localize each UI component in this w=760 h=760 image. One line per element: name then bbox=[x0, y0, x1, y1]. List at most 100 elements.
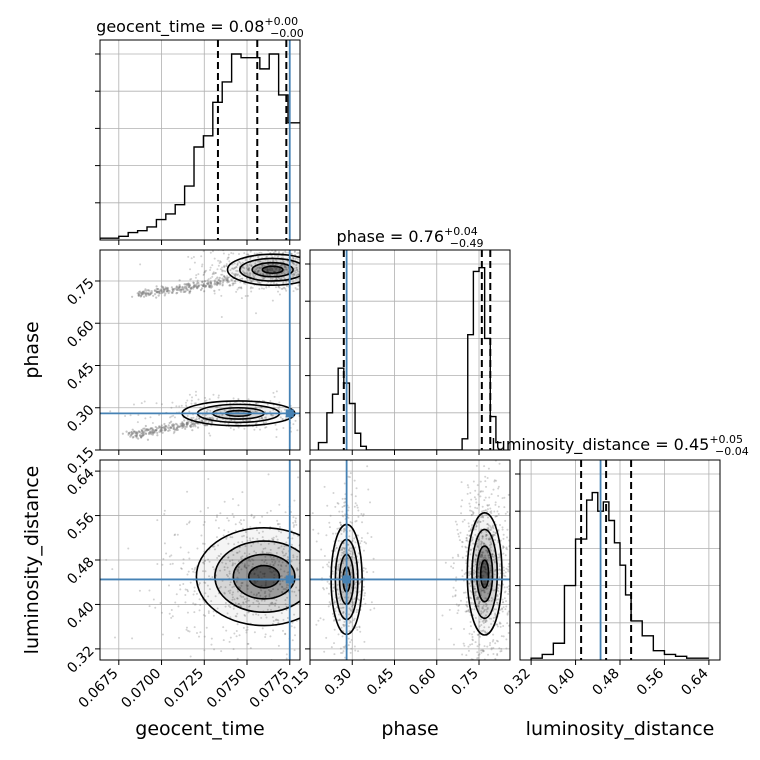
sample-point bbox=[139, 291, 143, 295]
sample-point bbox=[151, 427, 154, 430]
sample-point bbox=[343, 497, 346, 500]
sample-point bbox=[199, 631, 202, 634]
sample-point bbox=[327, 592, 330, 595]
sample-point bbox=[318, 285, 320, 287]
sample-point bbox=[319, 253, 321, 255]
sample-point bbox=[322, 278, 324, 280]
sample-point bbox=[245, 566, 248, 569]
sample-point bbox=[502, 545, 505, 548]
sample-point bbox=[321, 557, 323, 559]
sample-point bbox=[250, 545, 253, 548]
sample-point bbox=[498, 576, 501, 579]
sample-point bbox=[372, 557, 375, 560]
sample-point bbox=[189, 425, 192, 428]
sample-point bbox=[502, 537, 505, 540]
sample-point bbox=[209, 284, 212, 288]
xtick-label: 0.0675 bbox=[76, 666, 122, 712]
sample-point bbox=[480, 649, 483, 652]
sample-point bbox=[283, 272, 286, 275]
sample-point bbox=[325, 615, 327, 617]
sample-point bbox=[105, 558, 108, 561]
sample-point bbox=[253, 428, 256, 431]
sample-point bbox=[351, 605, 354, 608]
sample-point bbox=[234, 615, 237, 618]
sample-point bbox=[304, 274, 306, 276]
sample-point bbox=[502, 606, 505, 609]
sample-point bbox=[328, 273, 330, 275]
sample-point bbox=[282, 554, 285, 557]
sample-point bbox=[273, 576, 276, 579]
sample-point bbox=[151, 431, 154, 434]
sample-point bbox=[171, 288, 174, 291]
sample-point bbox=[311, 281, 313, 283]
sample-point bbox=[473, 630, 476, 633]
sample-point bbox=[222, 252, 225, 255]
sample-point bbox=[212, 272, 215, 275]
sample-point bbox=[227, 604, 230, 607]
sample-point bbox=[282, 548, 285, 551]
sample-point bbox=[473, 587, 476, 590]
sample-point bbox=[472, 512, 475, 515]
sample-point bbox=[331, 572, 334, 575]
sample-point bbox=[474, 641, 477, 644]
sample-point bbox=[488, 503, 491, 506]
sample-point bbox=[196, 426, 200, 429]
sample-point bbox=[150, 290, 153, 293]
sample-point bbox=[281, 551, 284, 554]
sample-point bbox=[218, 283, 222, 286]
density-level bbox=[480, 560, 489, 588]
sample-point bbox=[286, 556, 289, 559]
sample-point bbox=[136, 421, 139, 424]
sample-point bbox=[158, 290, 161, 293]
sample-point bbox=[134, 431, 138, 435]
sample-point bbox=[280, 246, 282, 248]
sample-point bbox=[244, 531, 247, 534]
sample-point bbox=[498, 556, 501, 559]
sample-point bbox=[265, 286, 268, 289]
sample-point bbox=[507, 562, 510, 565]
sample-point bbox=[322, 537, 324, 539]
sample-point bbox=[496, 595, 499, 598]
sample-point bbox=[482, 589, 485, 592]
sample-point bbox=[476, 521, 479, 524]
sample-point bbox=[342, 515, 345, 518]
sample-point bbox=[155, 287, 158, 291]
sample-point bbox=[469, 572, 472, 575]
sample-point bbox=[140, 429, 144, 433]
sample-point bbox=[193, 568, 196, 571]
sample-point bbox=[351, 547, 354, 550]
sample-point bbox=[201, 284, 204, 287]
sample-point bbox=[355, 504, 358, 507]
sample-point bbox=[285, 586, 288, 589]
sample-point bbox=[271, 268, 274, 271]
sample-point bbox=[252, 516, 255, 519]
sample-point bbox=[239, 286, 242, 289]
sample-point bbox=[325, 267, 327, 269]
sample-point bbox=[468, 608, 471, 611]
sample-point bbox=[468, 525, 471, 528]
sample-point bbox=[223, 566, 226, 569]
sample-point bbox=[482, 650, 485, 653]
sample-point bbox=[319, 519, 321, 521]
sample-point bbox=[227, 256, 230, 259]
sample-point bbox=[179, 588, 182, 591]
sample-point bbox=[503, 496, 506, 499]
sample-point bbox=[319, 668, 321, 670]
sample-point bbox=[292, 258, 295, 261]
sample-point bbox=[243, 564, 246, 567]
sample-point bbox=[506, 548, 509, 551]
sample-point bbox=[216, 283, 219, 286]
sample-point bbox=[260, 287, 263, 290]
sample-point bbox=[503, 597, 506, 600]
sample-point bbox=[197, 281, 200, 285]
sample-point bbox=[205, 399, 208, 402]
sample-point bbox=[170, 426, 173, 429]
sample-point bbox=[203, 280, 206, 283]
sample-point bbox=[315, 289, 317, 291]
sample-point bbox=[271, 263, 274, 266]
sample-point bbox=[347, 583, 350, 586]
sample-point bbox=[502, 566, 505, 569]
sample-point bbox=[240, 568, 243, 571]
sample-point bbox=[342, 612, 345, 615]
sample-point bbox=[502, 572, 505, 575]
